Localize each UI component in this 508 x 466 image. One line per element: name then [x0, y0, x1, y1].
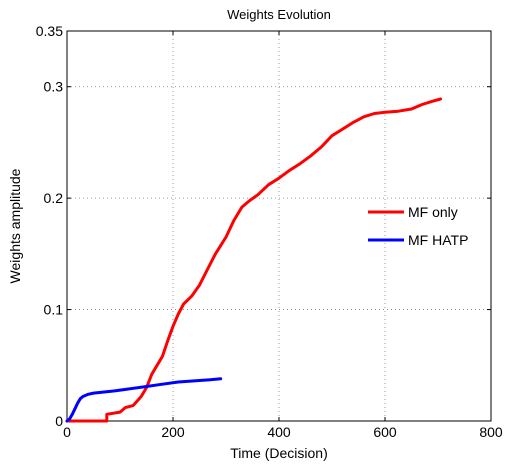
x-tick-label-0: 0: [63, 424, 71, 440]
legend-label-1: MF HATP: [408, 232, 468, 248]
x-tick-label-4: 800: [479, 424, 503, 440]
y-tick-label-1: 0.1: [44, 302, 64, 318]
axis-ticks: 0 200 400 600 800 0 0.1 0.2 0.3 0.35: [36, 23, 503, 440]
plot-area: [66, 30, 492, 422]
series-lines: [65, 97, 443, 423]
x-tick-label-3: 600: [373, 424, 397, 440]
x-axis-label: Time (Decision): [230, 445, 328, 461]
legend: MF only MF HATP: [368, 204, 468, 248]
series-line-0: [65, 97, 443, 423]
legend-label-0: MF only: [408, 204, 458, 220]
chart-title: Weights Evolution: [227, 7, 331, 22]
y-tick-label-2: 0.2: [44, 190, 64, 206]
x-tick-label-2: 400: [267, 424, 291, 440]
y-tick-label-4: 0.35: [36, 23, 63, 39]
y-axis-label: Weights amplitude: [7, 168, 23, 283]
y-tick-label-0: 0: [55, 413, 63, 429]
series-line-1: [65, 377, 223, 423]
y-tick-label-3: 0.3: [44, 79, 64, 95]
grid-lines: [67, 31, 491, 421]
x-tick-label-1: 200: [161, 424, 185, 440]
